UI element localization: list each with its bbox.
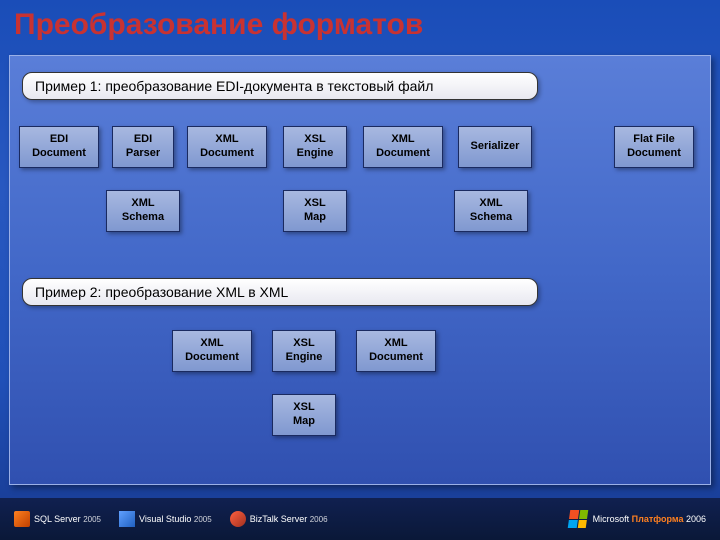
footer-item-visualstudio: Visual Studio 2005 (119, 511, 212, 527)
footer-left: SQL Server 2005 Visual Studio 2005 BizTa… (14, 511, 328, 527)
footer-text-sqlserver: SQL Server 2005 (34, 514, 101, 524)
example2-node: XMLDocument (172, 330, 252, 372)
footer-name: BizTalk Server (250, 514, 308, 524)
example1-node: Serializer (458, 126, 532, 168)
example2-label: Пример 2: преобразование XML в XML (22, 278, 538, 306)
footer-item-biztalk: BizTalk Server 2006 (230, 511, 328, 527)
example1-node: Flat FileDocument (614, 126, 694, 168)
example1-node: XMLDocument (363, 126, 443, 168)
footer-text-visualstudio: Visual Studio 2005 (139, 514, 212, 524)
visualstudio-icon (119, 511, 135, 527)
footer-year: 2006 (310, 515, 328, 524)
example1-node: XMLSchema (454, 190, 528, 232)
footer-year: 2005 (194, 515, 212, 524)
example1-node: XMLSchema (106, 190, 180, 232)
footer-item-sqlserver: SQL Server 2005 (14, 511, 101, 527)
example1-label: Пример 1: преобразование EDI-документа в… (22, 72, 538, 100)
footer-year: 2005 (83, 515, 101, 524)
sqlserver-icon (14, 511, 30, 527)
example2-node: XMLDocument (356, 330, 436, 372)
content-frame (9, 55, 711, 485)
footer-name: SQL Server (34, 514, 81, 524)
footer-text-biztalk: BizTalk Server 2006 (250, 514, 328, 524)
example2-node: XSLMap (272, 394, 336, 436)
example1-node: EDIDocument (19, 126, 99, 168)
example1-node: XSLEngine (283, 126, 347, 168)
footer-brand-year: 2006 (686, 514, 706, 524)
biztalk-icon (230, 511, 246, 527)
footer-brand-left: Microsoft (593, 514, 630, 524)
microsoft-flag-icon (567, 510, 588, 528)
slide-title: Преобразование форматов (14, 8, 423, 42)
footer-bar: SQL Server 2005 Visual Studio 2005 BizTa… (0, 498, 720, 540)
example1-node: XSLMap (283, 190, 347, 232)
footer-right: Microsoft Платформа 2006 (569, 510, 706, 528)
footer-brand: Microsoft Платформа 2006 (593, 514, 706, 524)
footer-name: Visual Studio (139, 514, 191, 524)
footer-brand-right: Платформа (632, 514, 684, 524)
example1-node: XMLDocument (187, 126, 267, 168)
example2-node: XSLEngine (272, 330, 336, 372)
example1-node: EDIParser (112, 126, 174, 168)
